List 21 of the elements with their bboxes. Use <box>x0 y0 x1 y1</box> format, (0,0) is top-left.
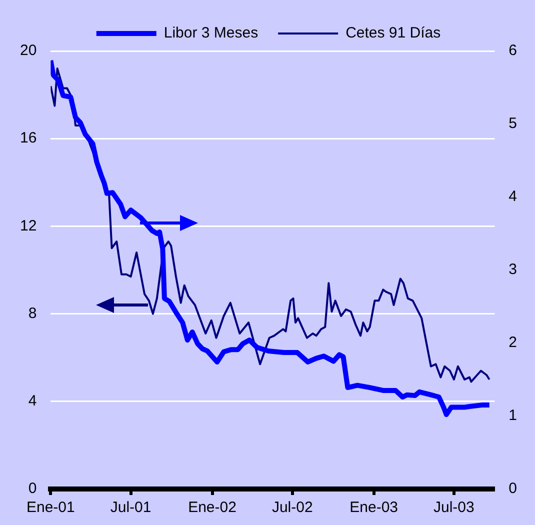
y2-tick-label: 0 <box>508 480 517 498</box>
y-tick-label: 0 <box>28 480 37 498</box>
y2-tick-label: 3 <box>508 261 517 278</box>
x-tick-label: Ene-01 <box>26 499 75 516</box>
y2-tick-label: 2 <box>508 334 517 352</box>
y-tick-label: 12 <box>20 217 37 234</box>
y2-tick-label: 5 <box>508 115 517 132</box>
y2-tick-label: 6 <box>508 42 517 60</box>
y2-tick-label: 4 <box>508 188 517 206</box>
x-tick-label: Jul-01 <box>110 499 152 516</box>
legend-label: Libor 3 Meses <box>164 24 258 42</box>
x-tick-label: Ene-02 <box>188 499 236 516</box>
y-tick-label: 20 <box>20 42 37 60</box>
x-tick-label: Jul-02 <box>272 499 313 516</box>
y-tick-label: 8 <box>28 304 37 322</box>
y-tick-label: 16 <box>20 130 37 147</box>
x-tick-label: Jul-03 <box>434 499 474 516</box>
y2-tick-label: 1 <box>508 407 517 424</box>
legend-label: Cetes 91 Días <box>346 24 441 42</box>
y-tick-label: 4 <box>28 392 37 410</box>
x-tick-label: Ene-03 <box>350 499 398 516</box>
